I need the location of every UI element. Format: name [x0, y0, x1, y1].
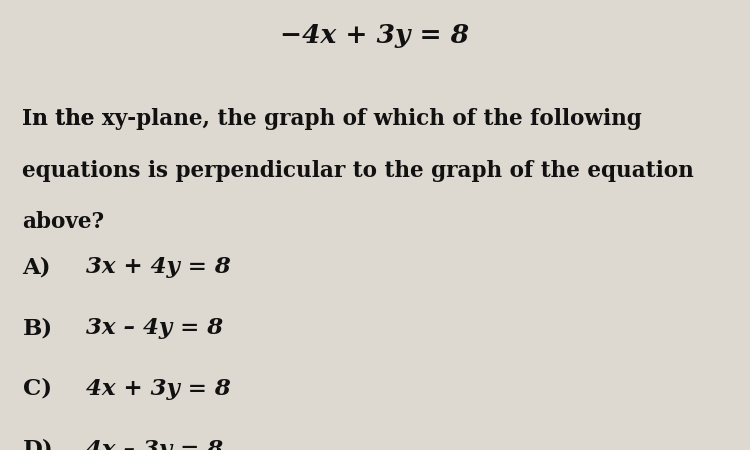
Text: In the xy-plane, the graph of which of the following: In the xy-plane, the graph of which of t…: [22, 108, 642, 130]
Text: D): D): [22, 439, 53, 450]
Text: C): C): [22, 378, 52, 400]
Text: 3x + 4y = 8: 3x + 4y = 8: [86, 256, 231, 279]
Text: −4x + 3y = 8: −4x + 3y = 8: [280, 22, 470, 48]
Text: equations is perpendicular to the graph of the equation: equations is perpendicular to the graph …: [22, 160, 694, 182]
Text: A): A): [22, 256, 51, 279]
Text: In the: In the: [22, 108, 102, 130]
Text: 4x + 3y = 8: 4x + 3y = 8: [86, 378, 231, 400]
Text: 3x – 4y = 8: 3x – 4y = 8: [86, 317, 224, 339]
Text: 4x – 3y = 8: 4x – 3y = 8: [86, 439, 224, 450]
Text: above?: above?: [22, 212, 104, 234]
Text: B): B): [22, 317, 53, 339]
